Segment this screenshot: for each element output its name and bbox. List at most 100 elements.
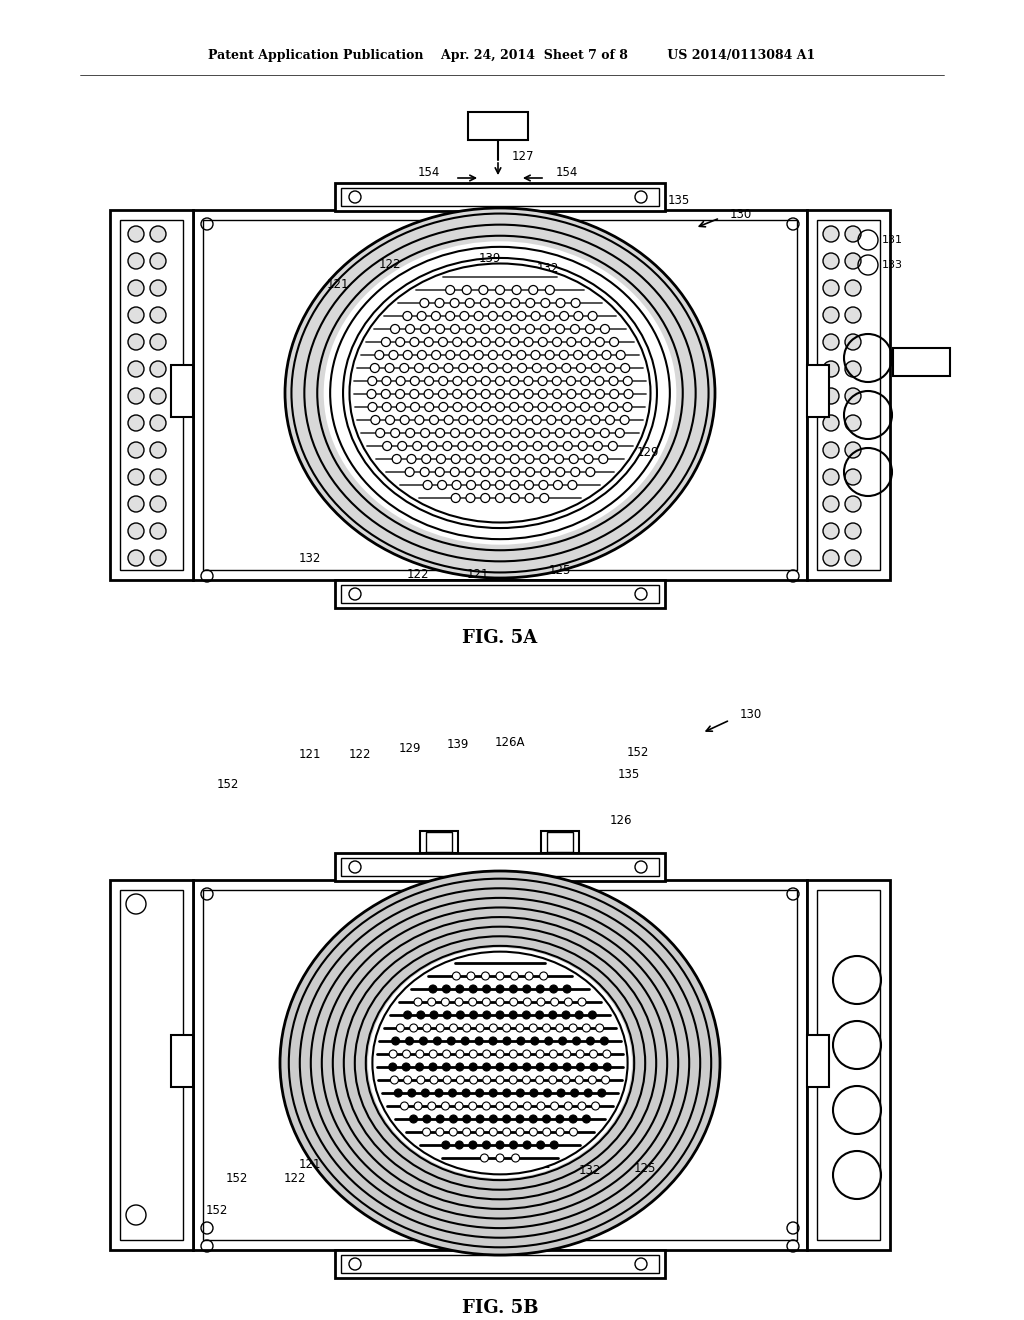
Circle shape — [556, 1115, 564, 1123]
Circle shape — [389, 1049, 397, 1059]
Circle shape — [550, 1063, 558, 1071]
Circle shape — [509, 1063, 517, 1071]
Circle shape — [417, 1011, 425, 1019]
Circle shape — [382, 403, 391, 412]
Bar — [807, 366, 829, 417]
Circle shape — [469, 998, 476, 1006]
Circle shape — [381, 389, 390, 399]
Text: FIG. 5A: FIG. 5A — [463, 630, 538, 647]
Circle shape — [496, 454, 505, 463]
Circle shape — [470, 1011, 477, 1019]
Circle shape — [481, 972, 489, 979]
Circle shape — [532, 416, 541, 425]
Circle shape — [429, 363, 438, 372]
Text: 122: 122 — [379, 259, 401, 272]
Circle shape — [539, 480, 548, 490]
Circle shape — [589, 1076, 596, 1084]
Circle shape — [488, 416, 498, 425]
Circle shape — [416, 1049, 424, 1059]
Bar — [341, 858, 659, 876]
Text: 154: 154 — [418, 166, 440, 180]
Circle shape — [563, 1063, 571, 1071]
Circle shape — [150, 388, 166, 404]
Circle shape — [616, 351, 626, 359]
Circle shape — [402, 1063, 411, 1071]
Circle shape — [489, 1038, 497, 1045]
Circle shape — [503, 312, 512, 321]
Circle shape — [517, 351, 525, 359]
Text: 125: 125 — [549, 564, 571, 577]
Circle shape — [537, 985, 544, 993]
Circle shape — [598, 1089, 606, 1097]
Circle shape — [591, 416, 600, 425]
Circle shape — [475, 1038, 483, 1045]
Circle shape — [476, 1129, 484, 1137]
Circle shape — [418, 351, 426, 359]
Circle shape — [421, 429, 430, 437]
Circle shape — [573, 312, 583, 321]
Circle shape — [128, 360, 144, 378]
Circle shape — [541, 429, 550, 437]
Circle shape — [431, 351, 440, 359]
Circle shape — [503, 1129, 511, 1137]
Circle shape — [383, 441, 391, 450]
Circle shape — [392, 454, 401, 463]
Circle shape — [529, 1115, 538, 1123]
Circle shape — [466, 494, 475, 503]
Bar — [171, 366, 193, 417]
Circle shape — [421, 325, 429, 334]
Circle shape — [509, 985, 517, 993]
Text: 152: 152 — [226, 1172, 248, 1184]
Text: 121: 121 — [467, 568, 489, 581]
Circle shape — [482, 1140, 490, 1148]
Circle shape — [586, 467, 595, 477]
Circle shape — [553, 338, 561, 346]
Circle shape — [407, 454, 416, 463]
Circle shape — [460, 312, 469, 321]
Circle shape — [561, 416, 570, 425]
Circle shape — [562, 363, 570, 372]
Circle shape — [823, 226, 839, 242]
Circle shape — [433, 1038, 441, 1045]
Circle shape — [496, 429, 505, 437]
Ellipse shape — [373, 952, 628, 1175]
Circle shape — [575, 1011, 584, 1019]
Circle shape — [525, 494, 535, 503]
Circle shape — [423, 1115, 431, 1123]
Text: 152: 152 — [206, 1204, 228, 1217]
Circle shape — [406, 429, 415, 437]
Circle shape — [406, 1038, 414, 1045]
Circle shape — [590, 1063, 598, 1071]
Bar — [426, 832, 452, 851]
Circle shape — [469, 1063, 477, 1071]
Bar — [341, 585, 659, 603]
Bar — [203, 220, 797, 570]
Circle shape — [422, 454, 431, 463]
Circle shape — [567, 338, 575, 346]
Circle shape — [482, 985, 490, 993]
Circle shape — [150, 253, 166, 269]
Text: 122: 122 — [407, 568, 429, 581]
Text: 126: 126 — [610, 813, 633, 826]
Bar — [110, 210, 193, 579]
Circle shape — [545, 1038, 553, 1045]
Circle shape — [845, 280, 861, 296]
Circle shape — [510, 494, 519, 503]
Circle shape — [537, 1049, 544, 1059]
Circle shape — [823, 334, 839, 350]
Circle shape — [845, 388, 861, 404]
Circle shape — [417, 1076, 425, 1084]
Circle shape — [385, 363, 394, 372]
Circle shape — [150, 442, 166, 458]
Circle shape — [509, 1011, 517, 1019]
Circle shape — [429, 1063, 437, 1071]
Circle shape — [481, 389, 490, 399]
Bar — [341, 187, 659, 206]
Circle shape — [423, 1129, 430, 1137]
Circle shape — [548, 441, 557, 450]
Circle shape — [581, 403, 590, 412]
Circle shape — [516, 1129, 524, 1137]
Circle shape — [422, 1089, 429, 1097]
Circle shape — [595, 403, 603, 412]
Circle shape — [510, 998, 518, 1006]
